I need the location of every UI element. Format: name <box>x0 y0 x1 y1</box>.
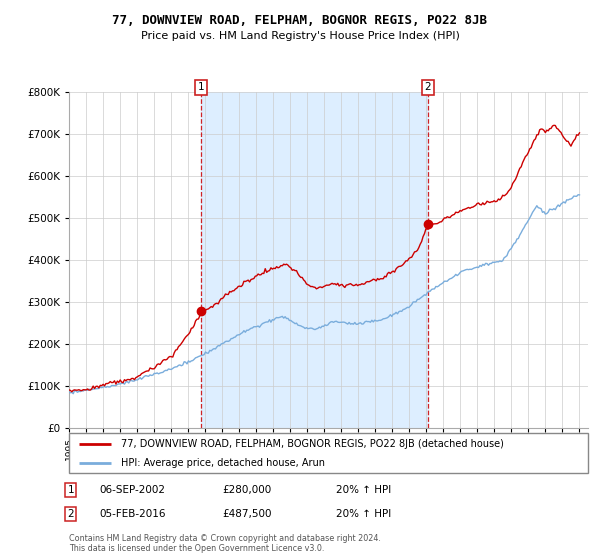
Text: 20% ↑ HPI: 20% ↑ HPI <box>336 509 391 519</box>
Text: 2: 2 <box>67 509 74 519</box>
Text: Contains HM Land Registry data © Crown copyright and database right 2024.
This d: Contains HM Land Registry data © Crown c… <box>69 534 381 553</box>
Bar <box>201 92 428 428</box>
Text: HPI: Average price, detached house, Arun: HPI: Average price, detached house, Arun <box>121 458 325 468</box>
Text: £487,500: £487,500 <box>222 509 271 519</box>
Text: 77, DOWNVIEW ROAD, FELPHAM, BOGNOR REGIS, PO22 8JB (detached house): 77, DOWNVIEW ROAD, FELPHAM, BOGNOR REGIS… <box>121 439 504 449</box>
Text: 2: 2 <box>425 82 431 92</box>
Text: 1: 1 <box>197 82 204 92</box>
Text: 05-FEB-2016: 05-FEB-2016 <box>99 509 166 519</box>
Text: 77, DOWNVIEW ROAD, FELPHAM, BOGNOR REGIS, PO22 8JB: 77, DOWNVIEW ROAD, FELPHAM, BOGNOR REGIS… <box>113 14 487 27</box>
Text: £280,000: £280,000 <box>222 485 271 495</box>
Text: 1: 1 <box>67 485 74 495</box>
Text: 06-SEP-2002: 06-SEP-2002 <box>99 485 165 495</box>
Text: Price paid vs. HM Land Registry's House Price Index (HPI): Price paid vs. HM Land Registry's House … <box>140 31 460 41</box>
Text: 20% ↑ HPI: 20% ↑ HPI <box>336 485 391 495</box>
